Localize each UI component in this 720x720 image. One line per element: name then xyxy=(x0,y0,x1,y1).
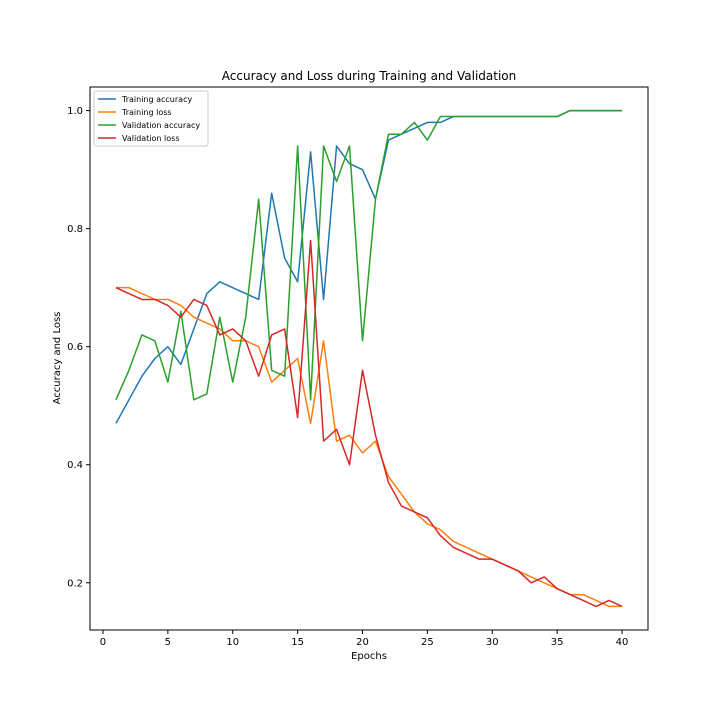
series-layer xyxy=(115,109,623,608)
x-tick-label: 10 xyxy=(226,637,239,648)
legend-label: Training loss xyxy=(121,108,172,117)
y-tick-label: 0.4 xyxy=(67,460,83,471)
y-tick-label: 0.2 xyxy=(67,578,83,589)
x-axis-label: Epochs xyxy=(351,651,387,662)
series-line-validation-accuracy xyxy=(115,109,623,401)
y-axis: 0.2 0.4 0.6 0.8 1.0 xyxy=(67,106,90,589)
legend-label: Validation loss xyxy=(122,134,180,143)
legend-label: Training accuracy xyxy=(121,95,192,104)
x-tick-label: 5 xyxy=(165,637,171,648)
legend-label: Validation accuracy xyxy=(122,121,200,130)
x-tick-label: 35 xyxy=(551,637,564,648)
y-tick-label: 0.8 xyxy=(67,224,83,235)
x-tick-label: 25 xyxy=(421,637,434,648)
x-tick-label: 30 xyxy=(486,637,499,648)
y-tick-label: 0.6 xyxy=(67,342,83,353)
x-tick-label: 20 xyxy=(356,637,369,648)
x-tick-label: 15 xyxy=(291,637,304,648)
plot-frame xyxy=(89,86,649,631)
y-tick-label: 1.0 xyxy=(67,106,83,117)
x-tick-label: 40 xyxy=(616,637,629,648)
y-axis-label: Accuracy and Loss xyxy=(52,312,63,405)
x-axis: 0 5 10 15 20 25 30 35 40 xyxy=(100,630,629,648)
chart-title: Accuracy and Loss during Training and Va… xyxy=(222,69,516,83)
series-line-validation-loss xyxy=(115,239,623,608)
x-tick-label: 0 xyxy=(100,637,106,648)
legend-box xyxy=(93,90,209,147)
legend: Training accuracy Training loss Validation… xyxy=(93,90,209,147)
